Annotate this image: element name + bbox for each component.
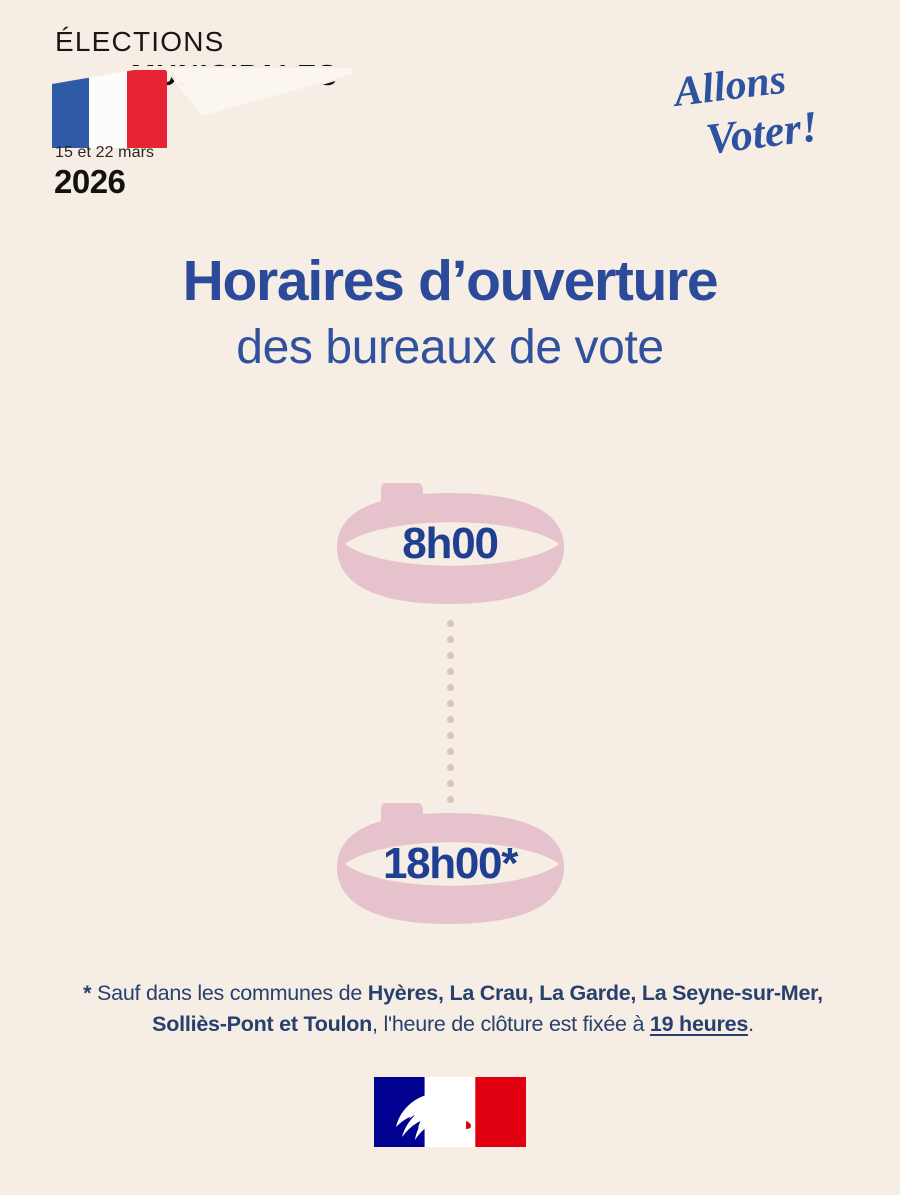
opening-time-label: 8h00 <box>402 518 499 568</box>
connector-dot <box>446 796 454 803</box>
connector-dot <box>446 732 454 739</box>
footnote-communes: Hyères, La Crau, La Garde, La Seyne-sur-… <box>152 981 823 1036</box>
opening-time-badge: 8h00 <box>325 477 575 612</box>
footnote-part-3: . <box>748 1011 754 1036</box>
election-year: 2026 <box>54 163 126 200</box>
closing-time-badge: 18h00* <box>325 797 575 932</box>
closing-time-label: 18h00* <box>382 838 518 888</box>
poster-header: ÉLECTIONS MUNICIPALES <box>0 0 900 215</box>
connector-dot <box>446 716 454 723</box>
connector-dot <box>446 764 454 771</box>
connector-dot <box>446 652 454 659</box>
connector-dot <box>446 668 454 675</box>
ribbon-ring-shape-icon <box>337 483 564 604</box>
connector-dot <box>446 636 454 643</box>
connector-dot <box>446 684 454 691</box>
footnote-part-1: Sauf dans les communes de <box>91 981 368 1005</box>
timeline-dotted-connector <box>444 620 456 803</box>
elections-municipales-logo: ÉLECTIONS MUNICIPALES <box>52 28 382 203</box>
election-dates: 15 et 22 mars <box>55 144 155 161</box>
connector-dot <box>446 700 454 707</box>
french-flag-icon <box>52 66 352 148</box>
svg-text:Voter!: Voter! <box>703 102 821 164</box>
footnote-part-2: , l'heure de clôture est fixée à <box>372 1011 650 1036</box>
ribbon-ring-shape-icon <box>337 803 564 924</box>
page-title: Horaires d’ouverture <box>182 249 719 313</box>
footnote-closing-hour: 19 heures <box>649 1011 749 1036</box>
connector-dot <box>446 780 454 787</box>
connector-dot <box>446 620 454 627</box>
page-title-block: Horaires d’ouverture des bureaux de vote <box>0 249 900 375</box>
footnote-text: * Sauf dans les communes de Hyères, La C… <box>58 978 848 1039</box>
footnote-asterisk: * <box>83 981 92 1005</box>
page-subtitle: des bureaux de vote <box>236 320 664 374</box>
elections-word: ÉLECTIONS <box>55 26 225 57</box>
allons-voter-logo: Allons Voter! <box>669 57 860 170</box>
marianne-republique-francaise-logo <box>374 1077 526 1147</box>
connector-dot <box>446 748 454 755</box>
